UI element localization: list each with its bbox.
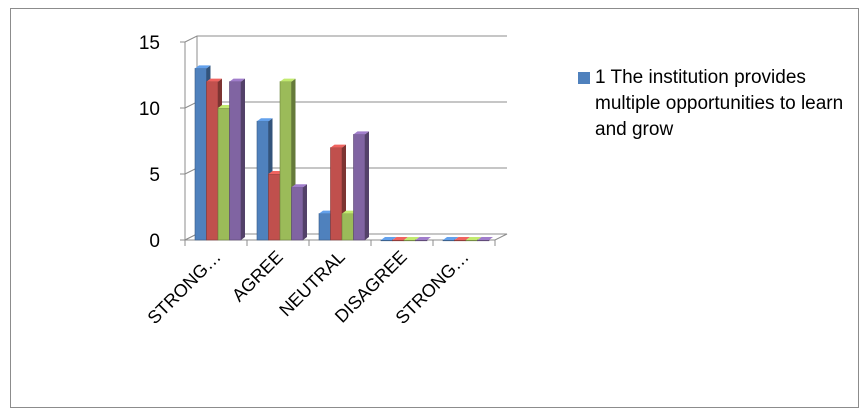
bar-top <box>443 237 459 240</box>
chart-frame <box>10 8 859 408</box>
bar-front <box>217 107 230 241</box>
bar-front <box>403 239 416 242</box>
bar-front <box>318 213 331 241</box>
legend: 1 The institution provides multiple oppo… <box>578 65 848 143</box>
bar-front <box>341 213 354 241</box>
bar-top <box>466 237 482 240</box>
bar-front <box>291 186 304 241</box>
bar-front <box>442 239 455 242</box>
y-tick-label: 10 <box>139 99 160 120</box>
bar-front <box>206 81 219 241</box>
bar-top <box>381 237 397 240</box>
bar-top <box>229 78 245 82</box>
y-tick-label: 5 <box>149 165 160 186</box>
bar-top <box>477 237 493 240</box>
bar-top <box>206 78 222 82</box>
bar-front <box>465 239 478 242</box>
legend-swatch <box>578 72 590 84</box>
bar-front <box>229 81 242 241</box>
bar-top <box>280 78 296 82</box>
bar-front <box>256 120 269 241</box>
bar-top <box>454 237 470 240</box>
bar-front <box>279 81 292 241</box>
bar-top <box>353 131 369 135</box>
bar-front <box>477 239 490 242</box>
bar-front <box>353 134 366 241</box>
bar-front <box>380 239 393 242</box>
bar-side <box>303 184 307 240</box>
y-tick-label: 0 <box>149 231 160 252</box>
legend-entry-label: 1 The institution provides multiple oppo… <box>595 67 844 140</box>
bar <box>353 131 369 241</box>
bar-top <box>291 184 307 188</box>
bar-top <box>392 237 408 240</box>
bar <box>477 237 493 242</box>
bars <box>194 65 493 242</box>
bar-side <box>241 78 245 240</box>
bar <box>465 237 482 242</box>
bar-front <box>268 173 281 241</box>
x-tick-label: AGREE <box>228 247 287 306</box>
bar-top <box>415 237 431 240</box>
bar-front <box>415 239 428 242</box>
bar <box>229 78 245 241</box>
bar <box>415 237 431 242</box>
bar-front <box>330 147 343 241</box>
x-tick-label: STRONG… <box>144 247 225 328</box>
gridline <box>184 35 507 43</box>
bar-side <box>365 131 369 240</box>
bar-top <box>404 237 420 240</box>
bar <box>291 184 307 241</box>
bar-front <box>392 239 405 242</box>
bar-front <box>454 239 467 242</box>
bar-top <box>195 65 211 69</box>
bar-top <box>330 144 346 148</box>
bar-front <box>194 68 207 241</box>
bar-top <box>257 118 273 122</box>
y-tick-label: 15 <box>139 33 160 54</box>
